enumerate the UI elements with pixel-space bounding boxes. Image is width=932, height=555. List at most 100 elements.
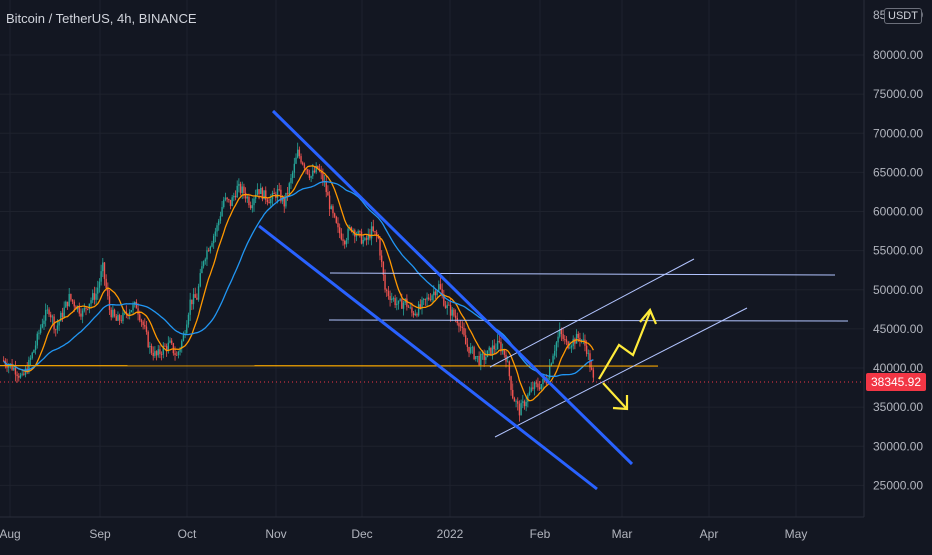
- candle-body: [220, 216, 221, 221]
- candle-body: [571, 346, 572, 348]
- candle-body: [265, 190, 266, 199]
- candle-body: [401, 299, 402, 309]
- candle-body: [119, 315, 120, 320]
- candle-body: [423, 299, 424, 300]
- candle-body: [512, 390, 513, 398]
- candle-body: [458, 323, 459, 326]
- currency-button[interactable]: USDT: [884, 8, 922, 24]
- candle-body: [510, 376, 511, 390]
- candle-body: [30, 358, 31, 360]
- candle-body: [331, 206, 332, 209]
- candle-body: [487, 350, 488, 357]
- candle-body: [176, 355, 177, 356]
- candle-body: [137, 308, 138, 314]
- candle-body: [478, 356, 479, 365]
- candle-body: [586, 346, 587, 354]
- candle-body: [304, 164, 305, 168]
- candle-body: [440, 284, 441, 289]
- candle-body: [169, 341, 170, 343]
- ma-slow-line: [4, 182, 594, 377]
- candle-body: [82, 311, 83, 317]
- candle-body: [384, 275, 385, 290]
- candle-body: [465, 335, 466, 344]
- candle-body: [366, 238, 367, 240]
- candle-body: [40, 327, 41, 332]
- candle-body: [452, 310, 453, 316]
- candle-body: [312, 171, 313, 177]
- candle-body: [524, 401, 525, 406]
- price-tick-label: 75000.00: [873, 87, 923, 101]
- candle-body: [95, 294, 96, 300]
- candle-body: [149, 346, 150, 347]
- candle-body: [541, 384, 542, 389]
- candle-body: [556, 342, 557, 350]
- candle-body: [142, 322, 143, 325]
- candle-body: [213, 236, 214, 243]
- candle-body: [386, 290, 387, 291]
- candle-body: [428, 298, 429, 300]
- candle-body: [467, 344, 468, 347]
- price-tick-label: 45000.00: [873, 322, 923, 336]
- candle-body: [237, 186, 238, 197]
- candle-body: [122, 313, 123, 321]
- candle-body: [147, 332, 148, 347]
- candle-body: [63, 308, 64, 317]
- candle-body: [515, 401, 516, 402]
- candle-body: [490, 348, 491, 355]
- candle-body: [294, 164, 295, 173]
- candle-body: [154, 351, 155, 356]
- candle-body: [448, 305, 449, 306]
- candle-body: [109, 296, 110, 310]
- candle-body: [268, 202, 269, 203]
- candle-body: [462, 327, 463, 328]
- candle-body: [284, 197, 285, 206]
- candle-body: [235, 196, 236, 197]
- candle-body: [20, 375, 21, 378]
- candle-body: [504, 350, 505, 355]
- candle-body: [573, 339, 574, 346]
- candle-body: [415, 314, 416, 315]
- candle-body: [151, 346, 152, 353]
- candle-body: [114, 310, 115, 316]
- candle-body: [532, 388, 533, 389]
- candle-body: [289, 183, 290, 194]
- candle-body: [178, 352, 179, 355]
- candle-body: [522, 401, 523, 403]
- candle-body: [497, 341, 498, 349]
- candle-body: [389, 296, 390, 300]
- candle-body: [416, 314, 417, 316]
- candle-body: [593, 370, 594, 378]
- candle-body: [290, 178, 291, 183]
- candle-body: [403, 303, 404, 309]
- candle-body: [231, 197, 232, 206]
- candle-body: [279, 189, 280, 190]
- candle-body: [70, 294, 71, 300]
- candle-body: [62, 313, 63, 317]
- candle-body: [463, 328, 464, 335]
- candle-body: [329, 196, 330, 210]
- candle-body: [453, 310, 454, 316]
- candle-body: [248, 197, 249, 205]
- candle-body: [579, 338, 580, 340]
- candle-body: [105, 279, 106, 288]
- candle-body: [562, 334, 563, 339]
- candle-body: [322, 173, 323, 182]
- candle-body: [413, 313, 414, 315]
- candle-body: [455, 316, 456, 318]
- candle-body: [525, 402, 526, 406]
- candle-body: [74, 302, 75, 307]
- candle-body: [285, 193, 286, 207]
- candle-body: [460, 326, 461, 327]
- candle-body: [65, 302, 66, 308]
- candle-body: [445, 306, 446, 308]
- candle-body: [468, 347, 469, 353]
- candle-body: [156, 351, 157, 355]
- candle-body: [208, 250, 209, 251]
- candle-body: [228, 199, 229, 200]
- candle-body: [146, 327, 147, 332]
- candle-body: [196, 298, 197, 300]
- candle-body: [48, 310, 49, 315]
